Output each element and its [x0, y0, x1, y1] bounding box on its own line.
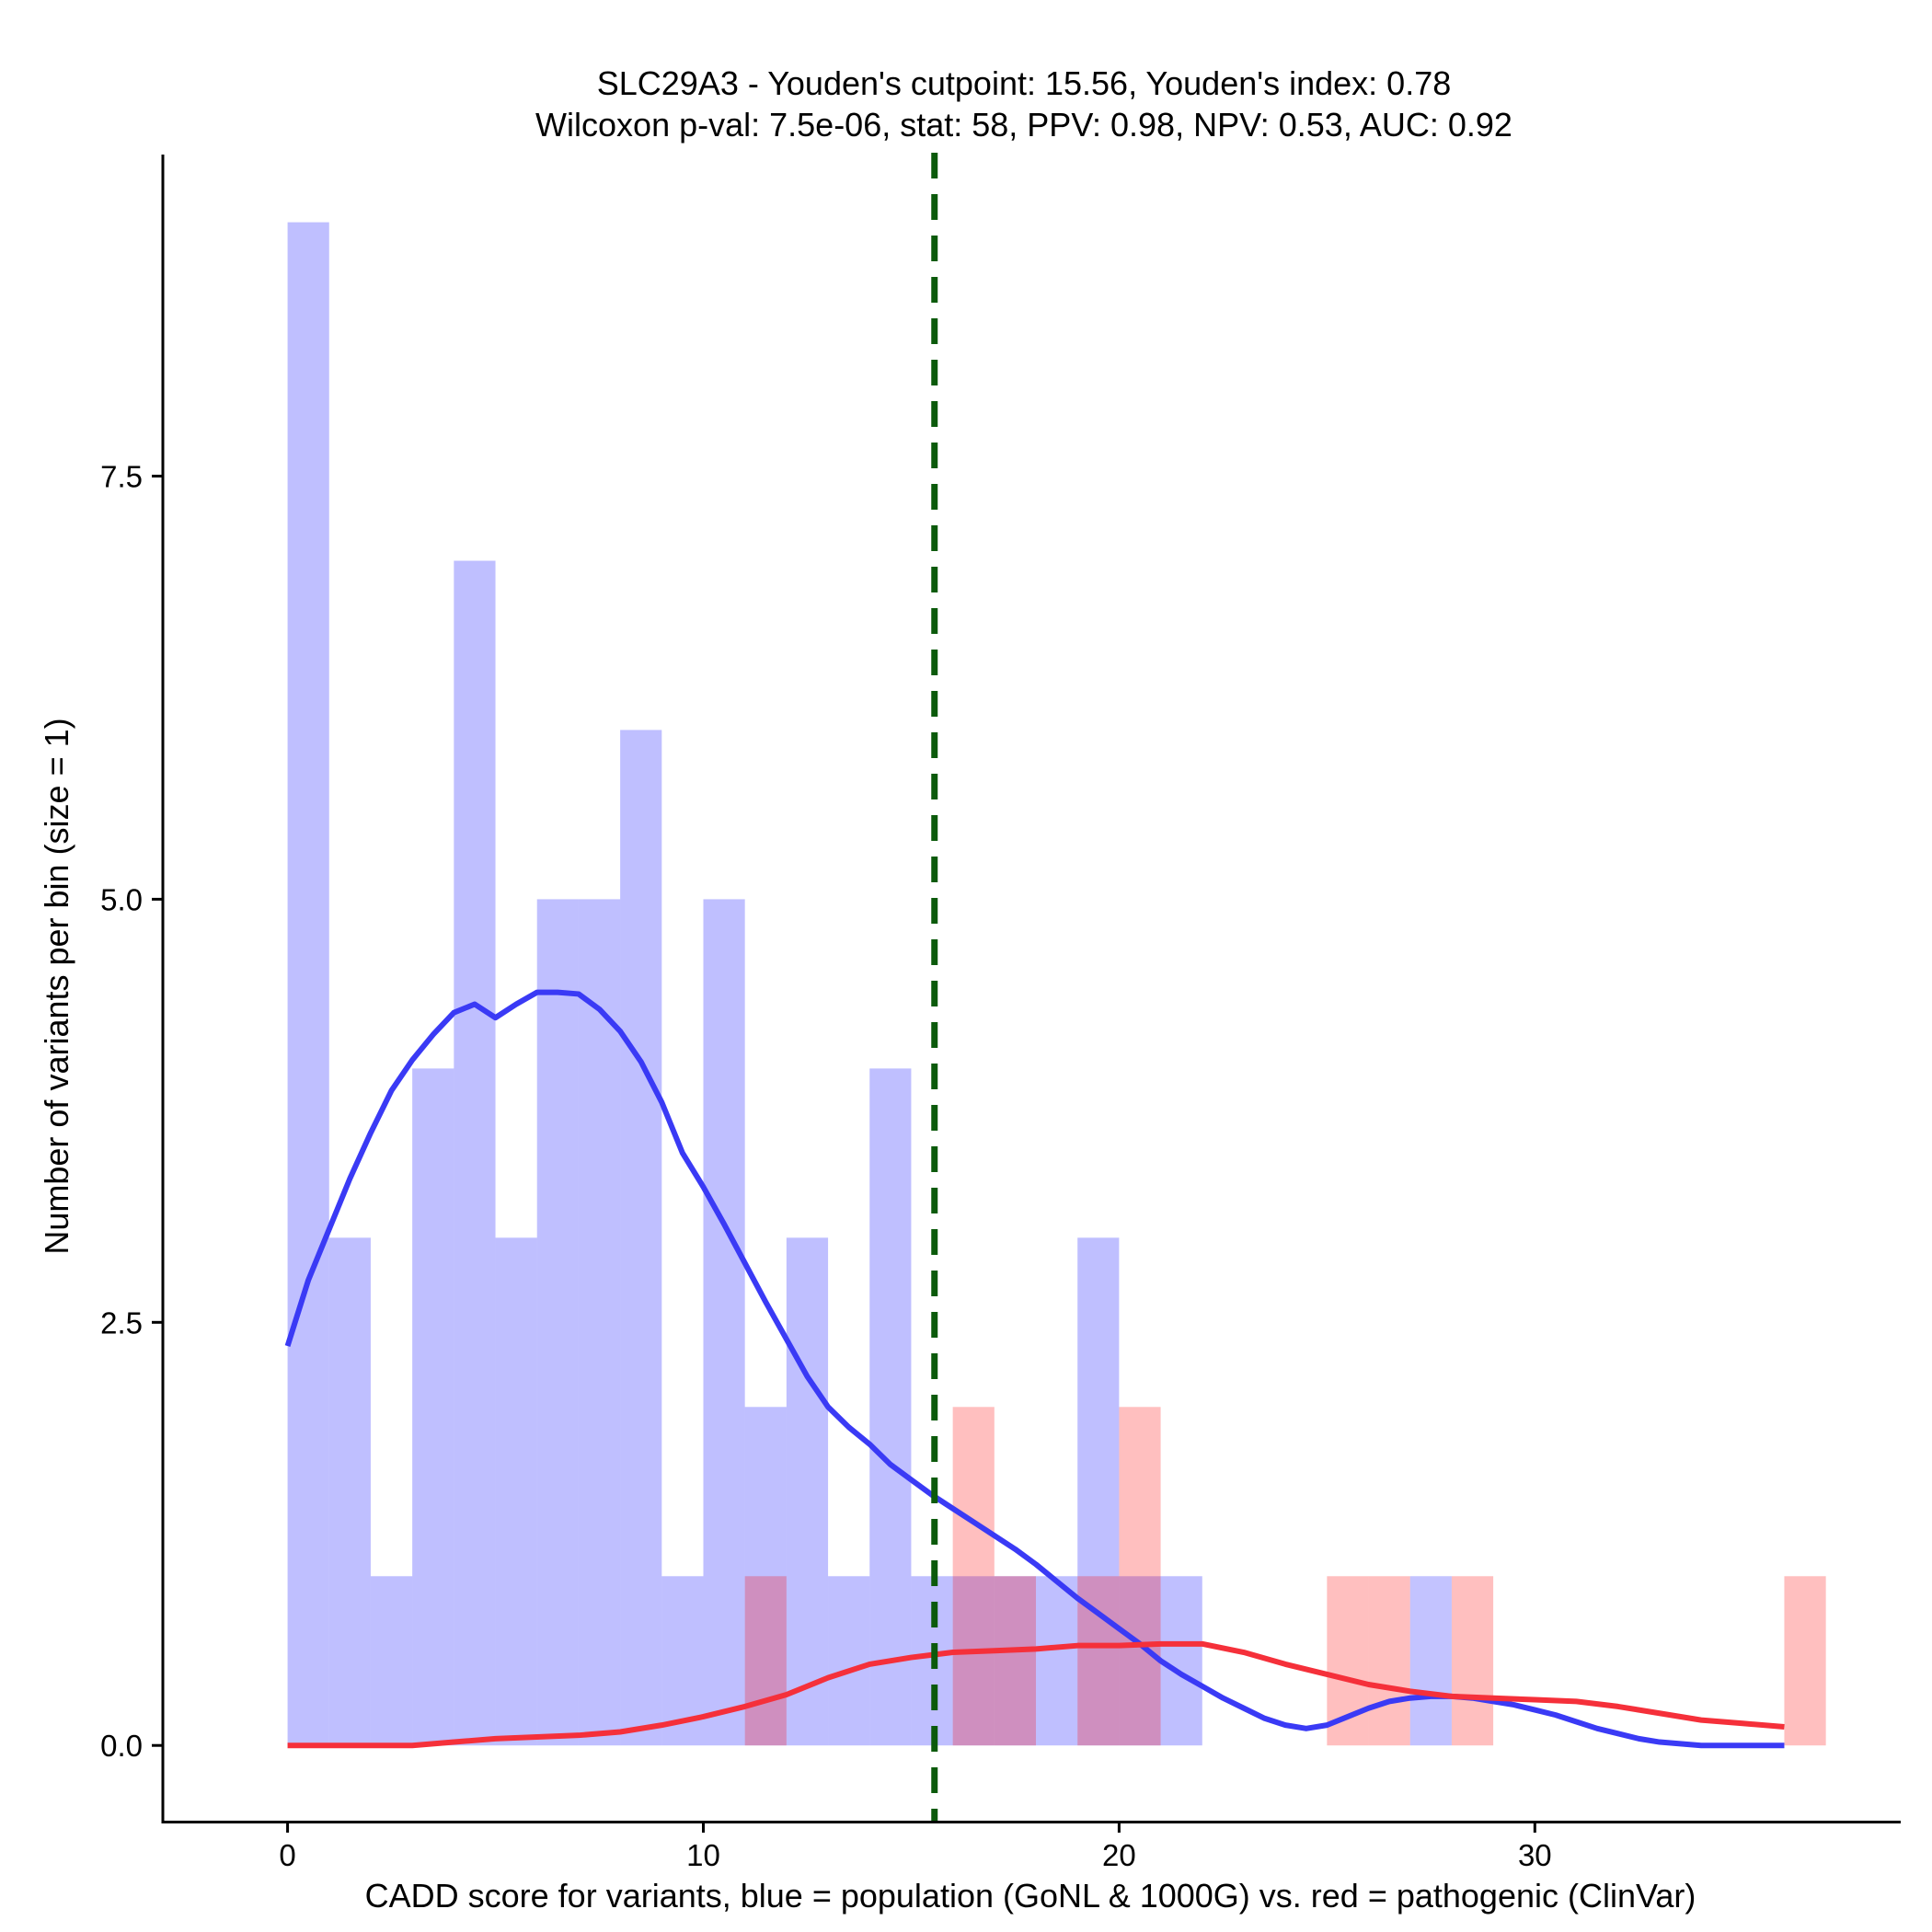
- histogram-bar-series-0: [1036, 1576, 1078, 1746]
- population-density-curve: [284, 989, 1785, 1749]
- histogram-bar-series-1: [1368, 1576, 1410, 1746]
- histogram-bar-series-1: [1784, 1576, 1826, 1746]
- histogram-bars: [287, 222, 1826, 1746]
- histogram-bar-series-0: [328, 1237, 371, 1746]
- histogram-bar-series-2: [1409, 1576, 1452, 1746]
- x-axis-ticks: 0 10 20 30: [279, 1822, 1552, 1872]
- histogram-bar-series-0: [1160, 1576, 1202, 1746]
- histogram-bar-series-1: [994, 1576, 1037, 1746]
- histogram-bar-series-0: [454, 560, 496, 1746]
- histogram-bar-series-0: [536, 899, 579, 1746]
- histogram-bar-series-1: [1119, 1407, 1161, 1746]
- histogram-bar-series-0: [370, 1576, 413, 1746]
- chart-title-line-2: Wilcoxon p-val: 7.5e-06, stat: 58, PPV: …: [535, 106, 1512, 144]
- histogram-bar-series-0: [703, 899, 745, 1746]
- histogram-bar-series-0: [1119, 1576, 1161, 1746]
- histogram-bar-series-0: [287, 222, 329, 1746]
- x-tick-label: 0: [279, 1838, 295, 1872]
- y-tick-label: 2.5: [100, 1305, 143, 1340]
- x-tick-label: 20: [1102, 1838, 1136, 1872]
- histogram-bar-series-0: [744, 1407, 787, 1746]
- histogram-bar-series-0: [412, 1068, 454, 1746]
- chart-title-line-1: SLC29A3 - Youden's cutpoint: 15.56, Youd…: [597, 64, 1452, 102]
- histogram-bar-series-0: [952, 1576, 995, 1746]
- y-axis-ticks: 0.0 2.5 5.0 7.5: [100, 460, 163, 1763]
- histogram-bar-series-0: [994, 1576, 1037, 1746]
- histogram-bar-series-1: [952, 1407, 995, 1746]
- y-axis-label: Number of variants per bin (size = 1): [38, 718, 75, 1254]
- x-tick-label: 30: [1518, 1838, 1552, 1872]
- histogram-bar-series-1: [744, 1576, 787, 1746]
- histogram-bar-series-0: [1077, 1237, 1120, 1746]
- histogram-bar-series-0: [578, 899, 621, 1746]
- x-axis-label: CADD score for variants, blue = populati…: [365, 1877, 1696, 1915]
- histogram-bar-series-1: [1451, 1576, 1494, 1746]
- histogram-bar-series-0: [828, 1576, 870, 1746]
- histogram-bar-series-0: [620, 730, 662, 1746]
- y-tick-label: 5.0: [100, 882, 143, 916]
- histogram-bar-series-0: [495, 1237, 537, 1746]
- histogram-bar-series-0: [786, 1237, 829, 1746]
- y-tick-label: 7.5: [100, 460, 143, 494]
- pathogenic-density-curve: [287, 1640, 1785, 1749]
- histogram-bar-series-0: [869, 1068, 912, 1746]
- x-tick-label: 10: [686, 1838, 720, 1872]
- y-tick-label: 0.0: [100, 1729, 143, 1763]
- density-curves: [284, 989, 1785, 1749]
